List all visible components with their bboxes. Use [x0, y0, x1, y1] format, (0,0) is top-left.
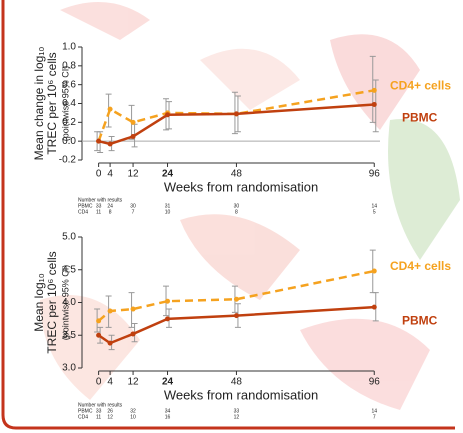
x-tick-label: 0: [96, 169, 102, 180]
numbers-row-name: CD4: [78, 209, 88, 215]
x-tick-label: 48: [231, 377, 243, 388]
point: [108, 341, 113, 346]
x-axis-title: Weeks from randomisation: [164, 179, 318, 194]
point: [131, 307, 136, 312]
series-label: PBMC: [402, 313, 438, 327]
point: [96, 333, 101, 338]
series-label: CD4+ cells: [390, 259, 451, 273]
x-tick-label: 12: [128, 169, 140, 180]
x-tick-label: 4: [107, 169, 113, 180]
point: [165, 112, 170, 117]
background-decoration: [40, 2, 460, 410]
point: [372, 305, 377, 310]
point: [165, 316, 170, 321]
point: [131, 120, 136, 125]
y-axis-title: Mean log₁₀: [32, 273, 46, 331]
point: [96, 318, 101, 323]
x-tick-label: 96: [369, 377, 381, 388]
y-tick-label: -0.2: [59, 155, 77, 166]
numbers-value: 5: [373, 209, 376, 215]
numbers-value: 7: [373, 414, 376, 420]
point: [372, 88, 377, 93]
numbers-value: 16: [165, 414, 171, 420]
point: [234, 313, 239, 318]
y-axis-title: TREC per 10⁶ cells: [45, 251, 59, 353]
numbers-row-name: CD4: [78, 414, 88, 420]
point: [372, 102, 377, 107]
numbers-value: 11: [96, 209, 101, 215]
x-tick-label: 12: [128, 377, 140, 388]
x-tick-label: 24: [162, 169, 174, 180]
y-axis-title: (pointwise 95% CI): [60, 66, 70, 142]
y-tick-label: 1.0: [62, 42, 76, 53]
point: [131, 331, 136, 336]
slide: -0.20.00.20.40.60.81.00412244896Weeks fr…: [0, 0, 463, 433]
numbers-value: 7: [132, 209, 135, 215]
y-axis-title: Mean change in log₁₀: [32, 47, 46, 161]
series-label: CD4+ cells: [390, 78, 451, 92]
point: [165, 299, 170, 304]
point: [234, 297, 239, 302]
y-tick-label: 3.0: [62, 363, 76, 374]
series-label: PBMC: [402, 111, 438, 125]
numbers-value: 10: [130, 414, 136, 420]
x-tick-label: 48: [231, 169, 243, 180]
numbers-value: 11: [96, 414, 101, 420]
point: [131, 134, 136, 139]
x-axis-title: Weeks from randomisation: [164, 387, 318, 402]
x-tick-label: 24: [162, 377, 174, 388]
point: [96, 139, 101, 144]
series-line: [99, 104, 375, 144]
point: [234, 111, 239, 116]
x-tick-label: 4: [107, 377, 113, 388]
y-tick-label: 5.0: [62, 232, 76, 243]
numbers-value: 8: [235, 209, 238, 215]
numbers-value: 12: [107, 414, 113, 420]
y-axis-title: TREC per 10⁶ cells: [45, 52, 59, 154]
y-axis-title: (pointwise 95% CI): [60, 265, 70, 341]
x-tick-label: 0: [96, 377, 102, 388]
point: [108, 107, 113, 112]
numbers-value: 12: [234, 414, 240, 420]
point: [108, 309, 113, 314]
numbers-value: 8: [109, 209, 112, 215]
numbers-value: 10: [165, 209, 171, 215]
point: [372, 269, 377, 274]
point: [108, 141, 113, 146]
x-tick-label: 96: [369, 169, 381, 180]
